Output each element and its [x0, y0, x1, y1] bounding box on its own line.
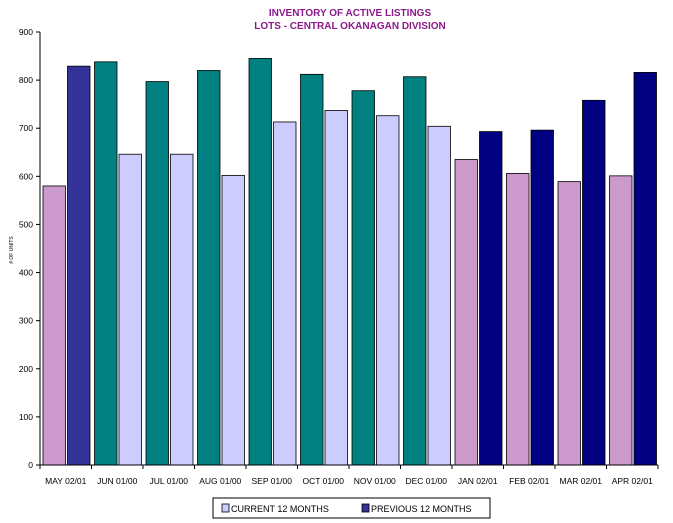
bar-current-8 [454, 159, 478, 466]
x-tick-label-7: DEC 01/00 [405, 476, 447, 486]
x-tick-label-3: AUG 01/00 [199, 476, 241, 486]
y-tick-label-5: 500 [19, 219, 33, 229]
x-tick-label-8: JAN 02/01 [458, 476, 498, 486]
x-tick-label-10: MAR 02/01 [559, 476, 602, 486]
x-tick-label-0: MAY 02/01 [45, 476, 87, 486]
bar-previous-8 [479, 131, 503, 466]
bar-current-9 [506, 173, 530, 466]
bar-previous-3 [221, 174, 245, 466]
bar-previous-0 [67, 65, 91, 466]
legend-label-current: CURRENT 12 MONTHS [231, 504, 329, 514]
y-axis-label: # OF UNITS [9, 236, 15, 264]
y-tick-label-2: 200 [19, 364, 33, 374]
y-tick-label-3: 300 [19, 316, 33, 326]
bar-previous-7 [427, 125, 451, 466]
y-tick-label-8: 800 [19, 75, 33, 85]
x-tick-label-9: FEB 02/01 [509, 476, 549, 486]
bars-group [42, 58, 657, 466]
x-tick-label-2: JUL 01/00 [150, 476, 189, 486]
x-tick-label-6: NOV 01/00 [354, 476, 396, 486]
y-tick-label-6: 600 [19, 171, 33, 181]
x-tick-label-5: OCT 01/00 [303, 476, 345, 486]
x-tick-label-4: SEP 01/00 [252, 476, 293, 486]
y-tick-label-1: 100 [19, 412, 33, 422]
bar-current-4 [248, 58, 272, 466]
x-tick-label-11: APR 02/01 [612, 476, 653, 486]
bar-current-11 [609, 175, 633, 466]
bar-current-2 [145, 81, 169, 466]
bar-current-6 [351, 90, 375, 466]
bar-previous-6 [376, 115, 400, 466]
legend-swatch-previous [361, 503, 370, 513]
legend-label-previous: PREVIOUS 12 MONTHS [371, 504, 472, 514]
legend-box [212, 497, 491, 519]
bar-current-5 [300, 73, 324, 466]
bar-previous-4 [273, 121, 297, 466]
x-tick-label-1: JUN 01/00 [97, 476, 137, 486]
bar-current-10 [557, 181, 581, 466]
legend: CURRENT 12 MONTHS PREVIOUS 12 MONTHS [212, 497, 491, 519]
bar-previous-9 [530, 129, 554, 466]
bar-previous-11 [633, 72, 657, 466]
y-tick-label-0: 0 [28, 460, 33, 470]
y-tick-label-9: 900 [19, 27, 33, 37]
y-tick-label-4: 400 [19, 268, 33, 278]
legend-swatch-current [221, 503, 230, 513]
bar-previous-1 [118, 153, 142, 466]
bar-current-3 [197, 70, 221, 466]
bar-previous-5 [324, 110, 348, 466]
bar-current-7 [403, 76, 427, 466]
bar-current-1 [94, 61, 118, 466]
bar-previous-2 [170, 153, 194, 466]
chart-title: INVENTORY OF ACTIVE LISTINGS [269, 8, 432, 19]
chart-subtitle: LOTS - CENTRAL OKANAGAN DIVISION [254, 21, 445, 32]
y-tick-label-7: 700 [19, 123, 33, 133]
bar-current-0 [42, 185, 66, 466]
axes-group: 0 100 200 300 400 500 600 700 800 900 MAY 02/01 JUN… [19, 27, 659, 486]
bar-previous-10 [582, 99, 606, 466]
